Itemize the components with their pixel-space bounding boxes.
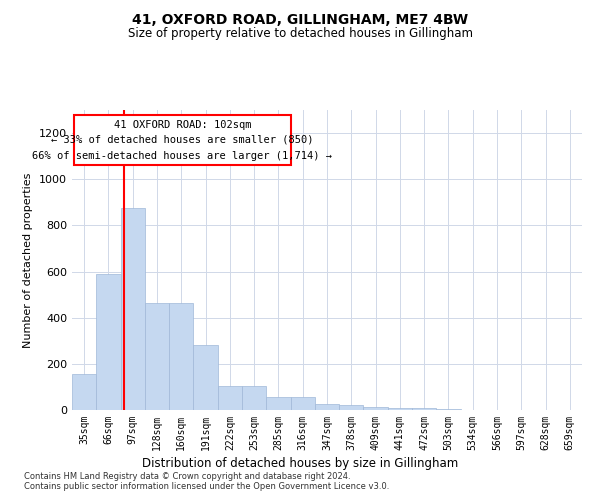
Text: 41, OXFORD ROAD, GILLINGHAM, ME7 4BW: 41, OXFORD ROAD, GILLINGHAM, ME7 4BW: [132, 12, 468, 26]
Text: Contains HM Land Registry data © Crown copyright and database right 2024.: Contains HM Land Registry data © Crown c…: [24, 472, 350, 481]
Bar: [290, 396, 315, 410]
Text: ← 33% of detached houses are smaller (850): ← 33% of detached houses are smaller (85…: [51, 135, 314, 145]
Bar: [121, 208, 145, 410]
Bar: [96, 274, 121, 410]
Text: Contains public sector information licensed under the Open Government Licence v3: Contains public sector information licen…: [24, 482, 389, 491]
Bar: [339, 406, 364, 410]
Bar: [72, 374, 96, 410]
Bar: [218, 386, 242, 410]
Bar: [412, 408, 436, 410]
Text: 66% of semi-detached houses are larger (1,714) →: 66% of semi-detached houses are larger (…: [32, 151, 332, 161]
Y-axis label: Number of detached properties: Number of detached properties: [23, 172, 34, 348]
Text: Distribution of detached houses by size in Gillingham: Distribution of detached houses by size …: [142, 458, 458, 470]
Text: Size of property relative to detached houses in Gillingham: Size of property relative to detached ho…: [128, 28, 473, 40]
Bar: [193, 346, 218, 410]
Bar: [145, 302, 169, 410]
Bar: [364, 406, 388, 410]
FancyBboxPatch shape: [74, 114, 290, 166]
Bar: [388, 408, 412, 410]
Bar: [169, 302, 193, 410]
Text: 41 OXFORD ROAD: 102sqm: 41 OXFORD ROAD: 102sqm: [114, 120, 251, 130]
Bar: [266, 396, 290, 410]
Bar: [242, 386, 266, 410]
Bar: [315, 404, 339, 410]
